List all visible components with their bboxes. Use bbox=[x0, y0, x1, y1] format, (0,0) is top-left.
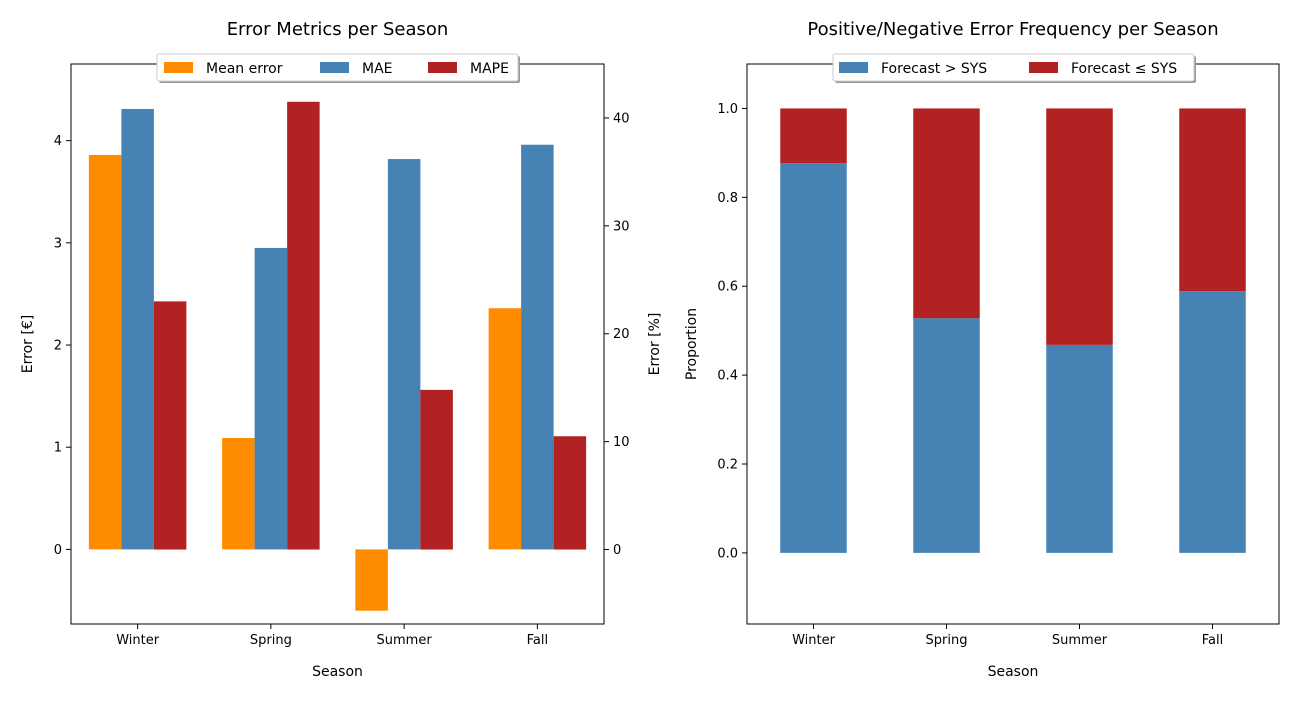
x-tick-label: Spring bbox=[250, 633, 292, 648]
y-tick-label-right: 0 bbox=[613, 543, 621, 558]
legend-swatch bbox=[428, 62, 457, 73]
y-tick-label-left: 4 bbox=[54, 134, 62, 149]
x-tick-label: Spring bbox=[926, 633, 968, 648]
bar-mean-error-summer bbox=[355, 549, 388, 611]
legend-box bbox=[832, 53, 1195, 82]
x-tick-label: Winter bbox=[116, 633, 160, 648]
bar-forecast-above-sys-winter bbox=[780, 163, 847, 553]
y-tick-label-left: 1 bbox=[54, 441, 62, 456]
bar-mae-winter bbox=[121, 108, 154, 550]
y-axis-label-right: Error [%] bbox=[647, 313, 663, 376]
y-tick-label: 1.0 bbox=[717, 102, 738, 117]
chart-title: Positive/Negative Error Frequency per Se… bbox=[807, 19, 1218, 40]
bar-mape-spring bbox=[287, 101, 320, 550]
legend-label: Forecast > SYS bbox=[881, 61, 987, 77]
bar-mape-winter bbox=[153, 301, 187, 550]
bar-mean-error-fall bbox=[488, 308, 522, 550]
legend-label: Forecast ≤ SYS bbox=[1071, 61, 1177, 77]
y-axis-label: Proportion bbox=[684, 308, 700, 380]
y-tick-label: 0.2 bbox=[717, 458, 738, 473]
legend-swatch bbox=[320, 62, 349, 73]
bar-mae-fall bbox=[521, 144, 554, 550]
y-tick-label-left: 2 bbox=[54, 339, 62, 354]
bar-mae-summer bbox=[387, 159, 421, 550]
bar-mean-error-winter bbox=[88, 154, 122, 550]
legend-swatch bbox=[839, 62, 868, 73]
y-tick-label-right: 20 bbox=[613, 327, 630, 342]
bar-mape-fall bbox=[553, 436, 587, 550]
bar-forecast-at-or-below-sys-summer bbox=[1046, 108, 1113, 345]
legend-label: MAPE bbox=[470, 61, 509, 77]
bar-mae-spring bbox=[254, 247, 288, 550]
bar-forecast-above-sys-summer bbox=[1046, 344, 1113, 553]
bar-forecast-above-sys-spring bbox=[913, 318, 980, 553]
bar-forecast-at-or-below-sys-fall bbox=[1179, 108, 1246, 292]
x-tick-label: Fall bbox=[527, 633, 548, 648]
bar-forecast-above-sys-fall bbox=[1179, 291, 1246, 553]
legend-label: Mean error bbox=[206, 61, 283, 77]
x-axis-label: Season bbox=[312, 664, 363, 680]
bar-forecast-at-or-below-sys-spring bbox=[913, 108, 980, 319]
legend-swatch bbox=[164, 62, 193, 73]
x-axis-label: Season bbox=[988, 664, 1039, 680]
y-tick-label: 0.4 bbox=[717, 369, 738, 384]
legend-label: MAE bbox=[362, 61, 393, 77]
y-tick-label-right: 10 bbox=[613, 435, 630, 450]
bar-mean-error-spring bbox=[222, 438, 255, 550]
bar-mape-summer bbox=[420, 389, 453, 550]
x-tick-label: Summer bbox=[1052, 633, 1108, 648]
y-tick-label-left: 0 bbox=[54, 543, 62, 558]
chart-title: Error Metrics per Season bbox=[227, 19, 449, 40]
bar-forecast-at-or-below-sys-winter bbox=[780, 108, 847, 164]
x-tick-label: Fall bbox=[1202, 633, 1223, 648]
y-tick-label: 0.6 bbox=[717, 280, 738, 295]
y-axis-label-left: Error [€] bbox=[20, 315, 36, 373]
x-tick-label: Summer bbox=[377, 633, 433, 648]
y-tick-label: 0.8 bbox=[717, 191, 738, 206]
y-tick-label-right: 30 bbox=[613, 219, 630, 234]
y-tick-label: 0.0 bbox=[717, 546, 738, 561]
x-tick-label: Winter bbox=[792, 633, 836, 648]
legend-swatch bbox=[1029, 62, 1058, 73]
y-tick-label-right: 40 bbox=[613, 111, 630, 126]
y-tick-label-left: 3 bbox=[54, 236, 62, 251]
